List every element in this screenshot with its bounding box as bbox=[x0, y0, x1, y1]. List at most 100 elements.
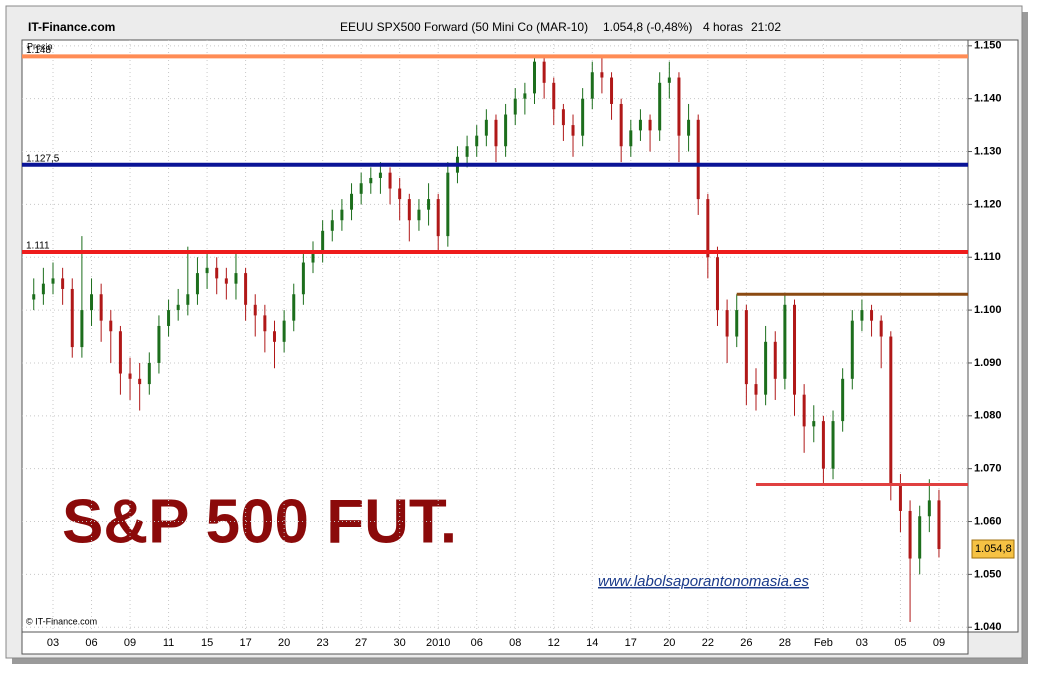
x-tick-label: 20 bbox=[663, 637, 675, 649]
quote: 1.054,8 (-0,48%) bbox=[603, 20, 692, 34]
level-label: 1.127,5 bbox=[26, 153, 60, 164]
y-tick-label: 1.090 bbox=[974, 357, 1002, 369]
candle-body bbox=[398, 188, 402, 200]
candle-body bbox=[167, 310, 171, 326]
candle-body bbox=[850, 320, 854, 379]
candle-body bbox=[687, 119, 691, 136]
candle-body bbox=[610, 77, 614, 104]
candle-body bbox=[773, 341, 777, 379]
candle-body bbox=[407, 199, 411, 221]
candle-body bbox=[552, 82, 556, 110]
candle-body bbox=[590, 72, 594, 99]
candle-body bbox=[176, 304, 180, 311]
candle-body bbox=[340, 209, 344, 221]
candle-body bbox=[465, 146, 469, 157]
candle-body bbox=[282, 320, 286, 342]
x-tick-label: 23 bbox=[317, 637, 329, 649]
candle-body bbox=[908, 510, 912, 559]
candle-body bbox=[841, 378, 845, 422]
copyright: © IT-Finance.com bbox=[26, 616, 97, 626]
x-tick-label: 06 bbox=[85, 637, 97, 649]
candle-body bbox=[581, 98, 585, 136]
candle-body bbox=[561, 109, 565, 126]
candle-body bbox=[831, 421, 835, 469]
candle-body bbox=[253, 304, 257, 316]
candle-body bbox=[754, 384, 758, 395]
candle-body bbox=[157, 325, 161, 363]
x-tick-label: 06 bbox=[471, 637, 483, 649]
y-tick-label: 1.130 bbox=[974, 145, 1002, 157]
candle-body bbox=[725, 310, 729, 337]
site: IT-Finance.com bbox=[28, 20, 115, 34]
link[interactable]: www.labolsaporantonomasia.es bbox=[598, 573, 809, 590]
candle-body bbox=[619, 103, 623, 147]
y-tick-label: 1.140 bbox=[974, 93, 1002, 105]
x-tick-label: 26 bbox=[740, 637, 752, 649]
y-tick-label: 1.110 bbox=[974, 251, 1001, 263]
candle-body bbox=[90, 294, 94, 311]
x-tick-label: 12 bbox=[548, 637, 560, 649]
candle-body bbox=[918, 516, 922, 559]
candle-body bbox=[783, 304, 787, 379]
candle-body bbox=[533, 61, 536, 94]
candle-body bbox=[677, 77, 681, 136]
candle-body bbox=[99, 294, 103, 321]
candle-body bbox=[263, 315, 267, 332]
candle-body bbox=[109, 320, 113, 332]
candle-body bbox=[667, 77, 671, 83]
candle-body bbox=[764, 341, 768, 395]
candle-body bbox=[475, 135, 479, 147]
candle-body bbox=[70, 288, 74, 348]
candle-body bbox=[427, 199, 431, 210]
y-tick-label: 1.100 bbox=[974, 304, 1002, 316]
candle-body bbox=[147, 362, 151, 385]
x-tick-label: 11 bbox=[163, 637, 174, 649]
candle-body bbox=[812, 421, 816, 427]
candle-body bbox=[744, 310, 748, 385]
candle-body bbox=[860, 310, 864, 321]
candle-body bbox=[292, 294, 296, 321]
x-tick-label: Feb bbox=[814, 637, 833, 649]
candle-body bbox=[523, 93, 527, 99]
x-tick-label: 22 bbox=[702, 637, 714, 649]
y-tick-label: 1.070 bbox=[974, 463, 1002, 475]
candle-body bbox=[32, 294, 36, 300]
candle-body bbox=[571, 125, 575, 136]
candle-body bbox=[446, 172, 450, 237]
y-axis-area bbox=[967, 39, 1019, 633]
candle-body bbox=[388, 172, 392, 189]
candle-body bbox=[629, 130, 633, 147]
candle-body bbox=[378, 172, 382, 178]
candle-body bbox=[311, 251, 315, 263]
candle-body bbox=[205, 267, 209, 274]
y-tick-label: 1.050 bbox=[974, 568, 1002, 580]
x-tick-label: 2010 bbox=[426, 637, 450, 649]
candle-body bbox=[138, 378, 142, 385]
candle-body bbox=[484, 119, 488, 136]
candle-body bbox=[369, 177, 373, 184]
timeframe: 4 horas bbox=[703, 20, 743, 34]
candle-body bbox=[321, 230, 325, 252]
x-tick-label: 09 bbox=[124, 637, 136, 649]
x-tick-label: 30 bbox=[394, 637, 406, 649]
x-tick-label: 17 bbox=[239, 637, 251, 649]
candle-body bbox=[51, 278, 55, 284]
y-tick-label: 1.060 bbox=[974, 515, 1002, 527]
candle-body bbox=[802, 394, 806, 427]
x-tick-label: 08 bbox=[509, 637, 521, 649]
candle-body bbox=[937, 500, 941, 550]
time: 21:02 bbox=[751, 20, 781, 34]
candle-body bbox=[600, 72, 604, 78]
candle-body bbox=[793, 304, 797, 395]
candle-body bbox=[186, 294, 190, 305]
candle-body bbox=[80, 310, 84, 348]
x-tick-label: 17 bbox=[625, 637, 637, 649]
candle-body bbox=[330, 220, 334, 231]
candle-body bbox=[648, 119, 652, 131]
x-tick-label: 27 bbox=[355, 637, 367, 649]
candle-body bbox=[898, 484, 902, 511]
instrument: EEUU SPX500 Forward (50 Mini Co (MAR-10) bbox=[340, 20, 588, 34]
candle-body bbox=[715, 257, 719, 311]
